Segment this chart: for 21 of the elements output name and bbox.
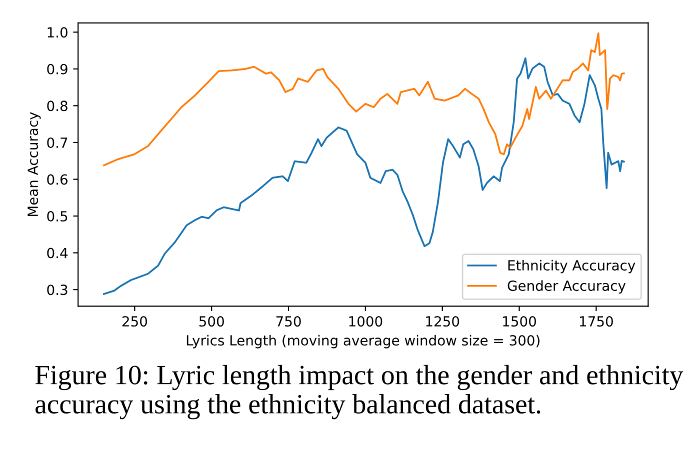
x-tick-label: 1500 <box>503 316 536 327</box>
y-tick-label: 0.9 <box>47 64 68 74</box>
x-tick-label: 750 <box>276 316 301 327</box>
x-tick-label: 500 <box>199 316 224 327</box>
x-tick-label: 1000 <box>349 316 382 327</box>
x-tick-label: 1250 <box>426 316 460 327</box>
line-series <box>103 32 625 166</box>
legend-label: Gender Accuracy <box>508 280 626 294</box>
y-tick-label: 0.5 <box>47 211 68 222</box>
x-axis-title: Lyrics Length (moving average window size = 300) <box>186 334 540 348</box>
legend-label: Ethnicity Accuracy <box>508 260 636 274</box>
y-tick-label: 0.8 <box>47 100 68 112</box>
x-tick-label: 1750 <box>580 316 613 327</box>
y-tick-label: 0.7 <box>47 137 68 148</box>
y-tick-label: 0.3 <box>47 284 68 296</box>
y-tick-label: 1.0 <box>48 27 68 38</box>
caption: Figure 10: Lyric length impact on the gender and ethnicity accuracy using the ethnicity balanced dataset. <box>35 364 684 420</box>
x-tick-label: 250 <box>122 316 148 327</box>
y-axis-title: Mean Accuracy <box>28 112 41 216</box>
y-tick-label: 0.6 <box>47 174 68 185</box>
y-tick-label: 0.4 <box>47 248 68 258</box>
